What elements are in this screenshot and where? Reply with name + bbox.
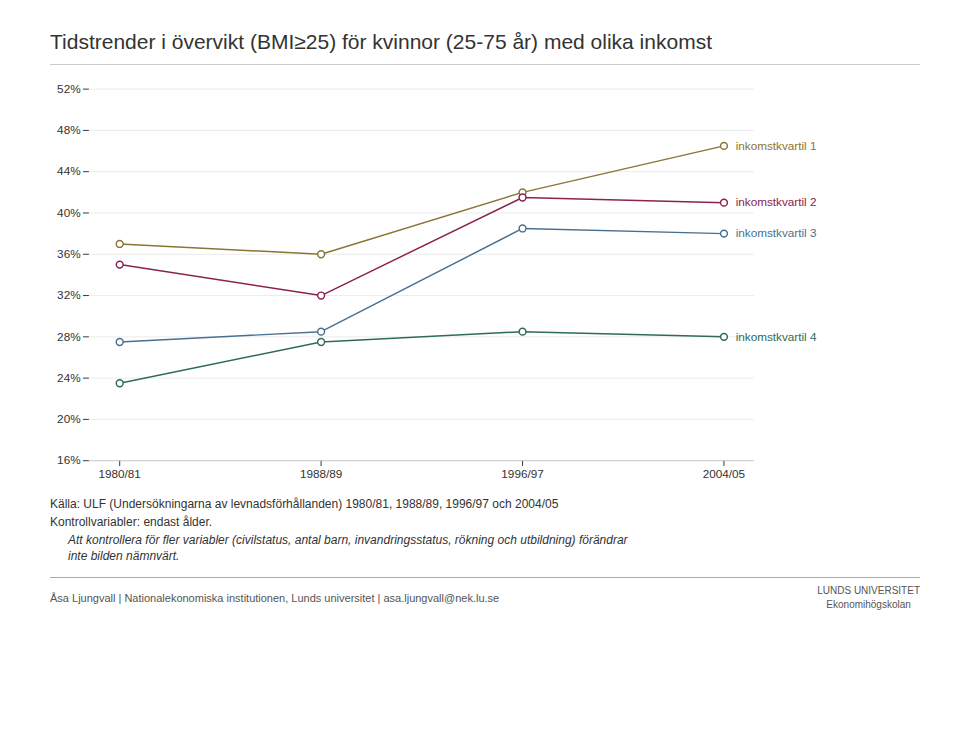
svg-text:28%: 28% — [57, 330, 80, 343]
html-text:inte bilden nämnvärt.: inte bilden nämnvärt. — [68, 549, 180, 564]
svg-text:1988/89: 1988/89 — [300, 467, 342, 480]
svg-text:2004/05: 2004/05 — [703, 467, 746, 480]
svg-text:24%: 24% — [57, 371, 80, 384]
svg-text:inkomstkvartil 1: inkomstkvartil 1 — [736, 139, 817, 152]
svg-text:inkomstkvartil 2: inkomstkvartil 2 — [736, 195, 817, 208]
html-text:Ekonomihögskolan: Ekonomihögskolan — [826, 599, 911, 611]
html-text:Kontrollvariabler: endast ålde: Kontrollvariabler: endast ålder. — [50, 515, 213, 530]
svg-text:48%: 48% — [57, 123, 80, 136]
svg-text:16%: 16% — [57, 453, 80, 466]
svg-text:36%: 36% — [57, 247, 80, 260]
html-text:LUNDS UNIVERSITET: LUNDS UNIVERSITET — [817, 585, 920, 597]
svg-text:1980/81: 1980/81 — [99, 467, 141, 480]
html-text:Källa: ULF (Undersökningarna a: Källa: ULF (Undersökningarna av levnadsf… — [50, 497, 559, 512]
svg-text:inkomstkvartil 3: inkomstkvartil 3 — [736, 226, 817, 239]
svg-text:44%: 44% — [57, 164, 80, 177]
svg-text:40%: 40% — [57, 206, 80, 219]
svg-text:1996/97: 1996/97 — [501, 467, 543, 480]
svg-text:32%: 32% — [57, 288, 80, 301]
svg-text:20%: 20% — [57, 412, 80, 425]
html-text:Tidstrender i övervikt (BMI≥25: Tidstrender i övervikt (BMI≥25) för kvin… — [50, 30, 712, 53]
html-text:Åsa Ljungvall | Nationalekonom: Åsa Ljungvall | Nationalekonomiska insti… — [50, 592, 500, 605]
html-text:Att kontrollera för fler varia: Att kontrollera för fler variabler (civi… — [68, 533, 628, 548]
svg-text:52%: 52% — [57, 82, 80, 95]
svg-text:inkomstkvartil 4: inkomstkvartil 4 — [736, 330, 817, 343]
